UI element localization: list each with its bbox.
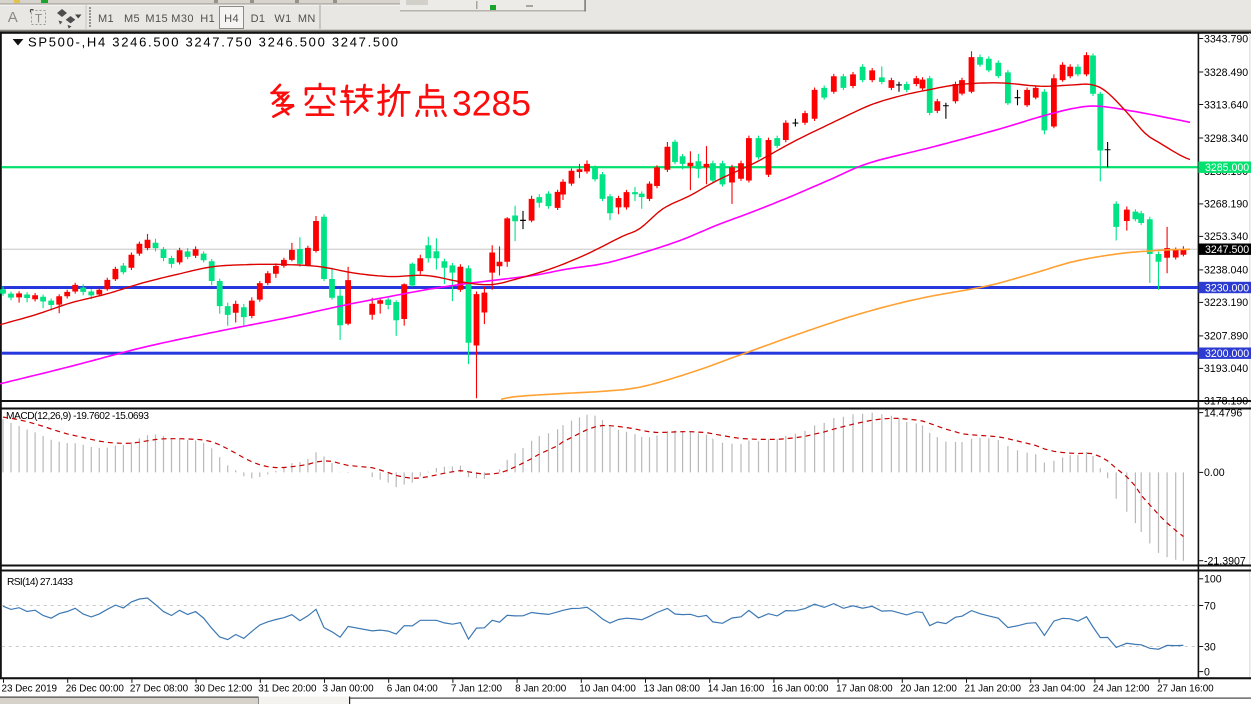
svg-text:M30: M30	[171, 13, 194, 25]
svg-text:3223.190: 3223.190	[1204, 297, 1248, 309]
svg-text:D1: D1	[251, 13, 266, 25]
svg-text:A: A	[8, 9, 18, 26]
svg-text:8 Jan 20:00: 8 Jan 20:00	[515, 684, 567, 695]
svg-text:3285: 3285	[452, 84, 531, 124]
svg-text:3285.000: 3285.000	[1205, 162, 1249, 174]
svg-text:M5: M5	[124, 13, 140, 25]
svg-text:20 Jan 12:00: 20 Jan 12:00	[900, 684, 957, 695]
svg-text:3343.790: 3343.790	[1204, 33, 1248, 45]
svg-text:23 Dec 2019: 23 Dec 2019	[2, 684, 58, 695]
svg-text:3238.040: 3238.040	[1204, 265, 1248, 277]
svg-text:H1: H1	[200, 13, 215, 25]
svg-text:14.4796: 14.4796	[1204, 407, 1242, 419]
svg-text:14 Jan 16:00: 14 Jan 16:00	[708, 684, 765, 695]
svg-text:27 Dec 08:00: 27 Dec 08:00	[130, 684, 189, 695]
svg-text:30 Dec 12:00: 30 Dec 12:00	[194, 684, 253, 695]
svg-text:M15: M15	[145, 13, 168, 25]
svg-text:70: 70	[1204, 600, 1216, 612]
svg-text:16 Jan 00:00: 16 Jan 00:00	[772, 684, 829, 695]
svg-text:3298.340: 3298.340	[1204, 133, 1248, 145]
svg-text:0: 0	[1204, 666, 1210, 678]
svg-text:27 Jan 16:00: 27 Jan 16:00	[1157, 684, 1214, 695]
svg-text:3193.040: 3193.040	[1204, 363, 1248, 375]
svg-text:3207.890: 3207.890	[1204, 331, 1248, 343]
svg-text:26 Dec 00:00: 26 Dec 00:00	[66, 684, 125, 695]
svg-text:3230.000: 3230.000	[1205, 282, 1249, 294]
svg-text:T: T	[35, 12, 43, 26]
svg-text:M1: M1	[98, 13, 114, 25]
svg-text:3313.640: 3313.640	[1204, 99, 1248, 111]
svg-text:3253.340: 3253.340	[1204, 231, 1248, 243]
svg-text:W1: W1	[274, 13, 291, 25]
svg-text:3200.000: 3200.000	[1205, 348, 1249, 360]
svg-text:3268.190: 3268.190	[1204, 199, 1248, 211]
svg-text:21 Jan 20:00: 21 Jan 20:00	[965, 684, 1022, 695]
svg-text:SP500-,H4 3246.500 3247.750 3: SP500-,H4 3246.500 3247.750 3246.500 324…	[28, 34, 398, 49]
svg-text:MACD(12,26,9) -19.7602 -15.069: MACD(12,26,9) -19.7602 -15.0693	[6, 411, 149, 422]
svg-text:30: 30	[1204, 641, 1216, 653]
svg-text:3178.190: 3178.190	[1204, 396, 1248, 408]
svg-text:3328.490: 3328.490	[1204, 67, 1248, 79]
svg-text:-21.3907: -21.3907	[1204, 556, 1246, 568]
svg-text:17 Jan 08:00: 17 Jan 08:00	[836, 684, 893, 695]
svg-text:0.00: 0.00	[1204, 467, 1225, 479]
svg-text:H4: H4	[224, 13, 239, 25]
svg-text:3 Jan 00:00: 3 Jan 00:00	[323, 684, 375, 695]
svg-text:MN: MN	[298, 13, 316, 25]
svg-text:24 Jan 12:00: 24 Jan 12:00	[1093, 684, 1150, 695]
svg-text:13 Jan 08:00: 13 Jan 08:00	[644, 684, 701, 695]
svg-text:100: 100	[1204, 574, 1222, 586]
svg-text:31 Dec 20:00: 31 Dec 20:00	[258, 684, 317, 695]
svg-text:10 Jan 04:00: 10 Jan 04:00	[579, 684, 636, 695]
svg-text:3247.500: 3247.500	[1205, 244, 1249, 256]
svg-text:23 Jan 04:00: 23 Jan 04:00	[1029, 684, 1086, 695]
svg-text:6 Jan 04:00: 6 Jan 04:00	[387, 684, 439, 695]
svg-text:7 Jan 12:00: 7 Jan 12:00	[451, 684, 503, 695]
svg-text:RSI(14) 27.1433: RSI(14) 27.1433	[7, 577, 73, 588]
